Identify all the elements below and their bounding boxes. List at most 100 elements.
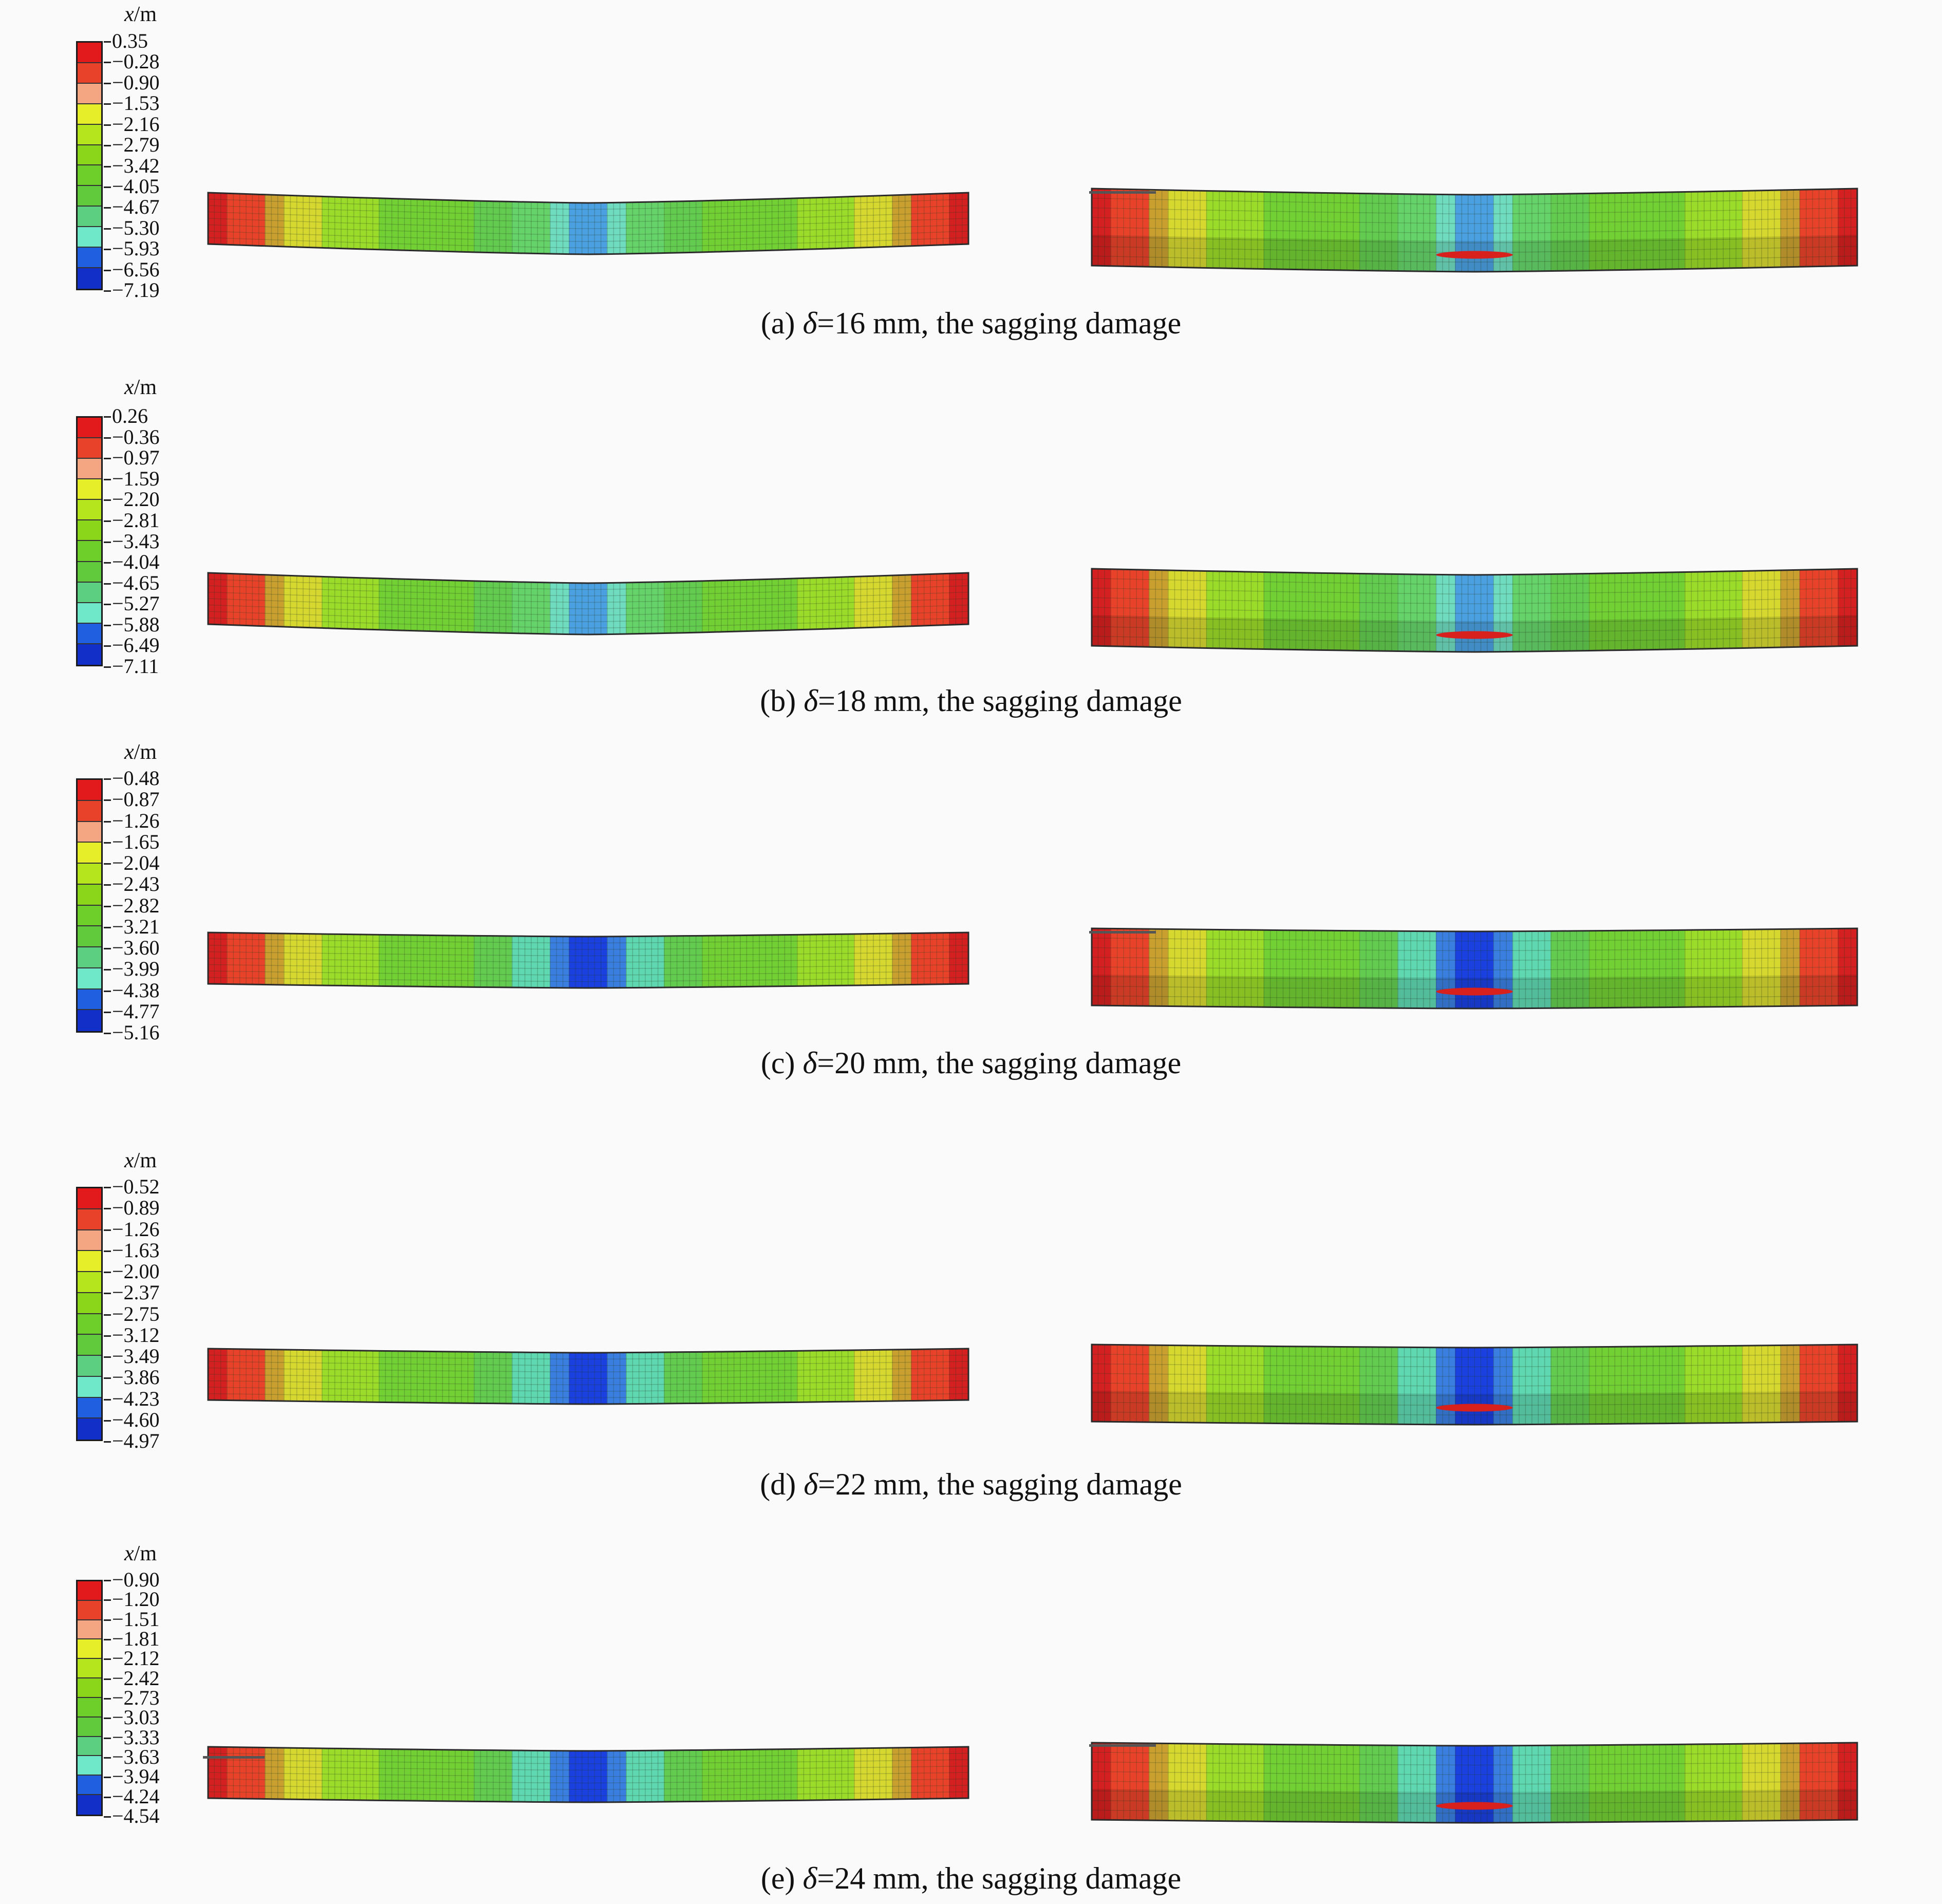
legend-tick-label: −2.00 [104, 1260, 160, 1283]
legend-tick-label: −3.03 [104, 1706, 160, 1729]
legend-title: x/m [124, 1148, 157, 1173]
legend-tick-label: 0.35 [104, 29, 148, 52]
caption-prefix: (d) [760, 1467, 804, 1501]
legend-title-var: x [124, 3, 134, 26]
legend-tick-label: −3.42 [104, 154, 160, 177]
legend-tick-label: −4.04 [104, 550, 160, 574]
legend-swatch [78, 1737, 101, 1757]
legend-swatch [78, 418, 101, 439]
legend-tick-label: −5.16 [104, 1021, 160, 1044]
legend-swatch [78, 989, 101, 1011]
legend-swatch [78, 1209, 101, 1230]
legend-tick-label: −4.54 [104, 1804, 160, 1827]
caption-delta: δ [802, 1861, 817, 1895]
legend-tick-label: −0.89 [104, 1196, 160, 1220]
legend-swatch [78, 905, 101, 927]
legend-swatches [76, 778, 103, 1033]
caption-rest: =22 mm, the sagging damage [818, 1467, 1182, 1501]
caption-prefix: (e) [760, 1861, 803, 1895]
legend-tick-label: −3.99 [104, 957, 160, 981]
caption-delta: δ [802, 1046, 817, 1080]
legend-tick-label: −2.04 [104, 851, 160, 874]
legend-swatch [78, 124, 101, 145]
legend-tick-label: −1.20 [104, 1588, 160, 1611]
legend-tick-label: −2.16 [104, 112, 160, 136]
legend-swatch [78, 43, 101, 63]
legend-tick-label: −0.87 [104, 788, 160, 811]
legend-tick-label: −1.51 [104, 1607, 160, 1631]
legend-tick-label: −0.52 [104, 1175, 160, 1198]
caption-rest: =16 mm, the sagging damage [817, 306, 1182, 340]
beam-views [207, 1742, 1858, 1824]
legend-tick-label: −0.36 [104, 425, 160, 449]
legend-swatch [78, 1188, 101, 1209]
legend-swatch [78, 165, 101, 186]
legend-swatch [78, 1418, 101, 1440]
beam-left-3 [207, 1348, 969, 1405]
legend-swatch [78, 438, 101, 459]
beam-right-3 [1091, 1343, 1858, 1426]
legend-swatch [78, 145, 101, 166]
legend-tick-label: −3.12 [104, 1323, 160, 1347]
legend-tick-label: −0.90 [104, 1568, 160, 1591]
reference-mark [203, 1756, 265, 1759]
legend-title-var: x [124, 1149, 134, 1172]
legend-swatch [78, 644, 101, 665]
beam-views [207, 927, 1858, 1010]
legend-tick-label: −3.86 [104, 1366, 160, 1389]
legend-tick-label: −5.93 [104, 237, 160, 260]
legend-swatch [78, 1756, 101, 1776]
legend-tick-label: −4.67 [104, 195, 160, 219]
caption-prefix: (b) [760, 684, 804, 718]
legend-tick-label: −2.12 [104, 1647, 160, 1670]
legend-tick-label: −2.75 [104, 1302, 160, 1326]
panel-caption: (c) δ=20 mm, the sagging damage [0, 1046, 1942, 1081]
legend-swatch [78, 227, 101, 248]
legend-tick-label: −4.38 [104, 978, 160, 1002]
legend-swatch [78, 104, 101, 125]
beam-left-1 [207, 572, 969, 636]
legend-tick-label: −4.24 [104, 1784, 160, 1808]
legend-tick-label: −0.48 [104, 767, 160, 790]
legend-swatch [78, 800, 101, 822]
legend-swatch [78, 822, 101, 843]
legend-swatch [78, 562, 101, 583]
caption-delta: δ [804, 684, 818, 718]
caption-rest: =20 mm, the sagging damage [817, 1046, 1182, 1080]
legend-swatch [78, 1659, 101, 1679]
legend-tick-label: −3.94 [104, 1765, 160, 1788]
legend-tick-label: 0.26 [104, 404, 148, 427]
legend-swatch [78, 83, 101, 104]
reference-mark [1089, 931, 1156, 934]
legend-swatch [78, 1581, 101, 1601]
legend-tick-label: −3.43 [104, 529, 160, 553]
beam-right-4 [1091, 1742, 1858, 1824]
legend-tick-label: −3.63 [104, 1745, 160, 1768]
legend-swatch [78, 541, 101, 562]
beam-right-1 [1091, 568, 1858, 653]
legend-swatch [78, 968, 101, 990]
legend-tick-label: −2.81 [104, 508, 160, 532]
legend-title-unit: /m [134, 376, 157, 399]
legend-tick-label: −7.11 [103, 655, 159, 678]
legend-swatch [78, 186, 101, 207]
legend-tick-label: −0.97 [104, 446, 160, 470]
legend-tick-label: −7.19 [104, 278, 160, 302]
reference-mark [1089, 1744, 1156, 1747]
caption-delta: δ [804, 1467, 818, 1501]
legend-swatch [78, 1251, 101, 1272]
legend-tick-label: −2.73 [104, 1686, 160, 1709]
legend-title-var: x [124, 1542, 134, 1565]
beam-views [207, 1343, 1858, 1426]
legend-title-unit: /m [134, 1542, 157, 1565]
legend-tick-label: −1.81 [104, 1627, 160, 1650]
legend-swatch [78, 623, 101, 644]
legend-tick-label: −6.56 [104, 257, 160, 281]
beam-right-2 [1091, 927, 1858, 1010]
legend-tick-label: −2.42 [104, 1666, 160, 1690]
legend-title: x/m [124, 740, 157, 764]
legend-tick-label: −5.30 [104, 216, 160, 239]
beam-views [207, 568, 1858, 653]
panel-caption: (b) δ=18 mm, the sagging damage [0, 683, 1942, 719]
legend-title-var: x [124, 740, 134, 764]
